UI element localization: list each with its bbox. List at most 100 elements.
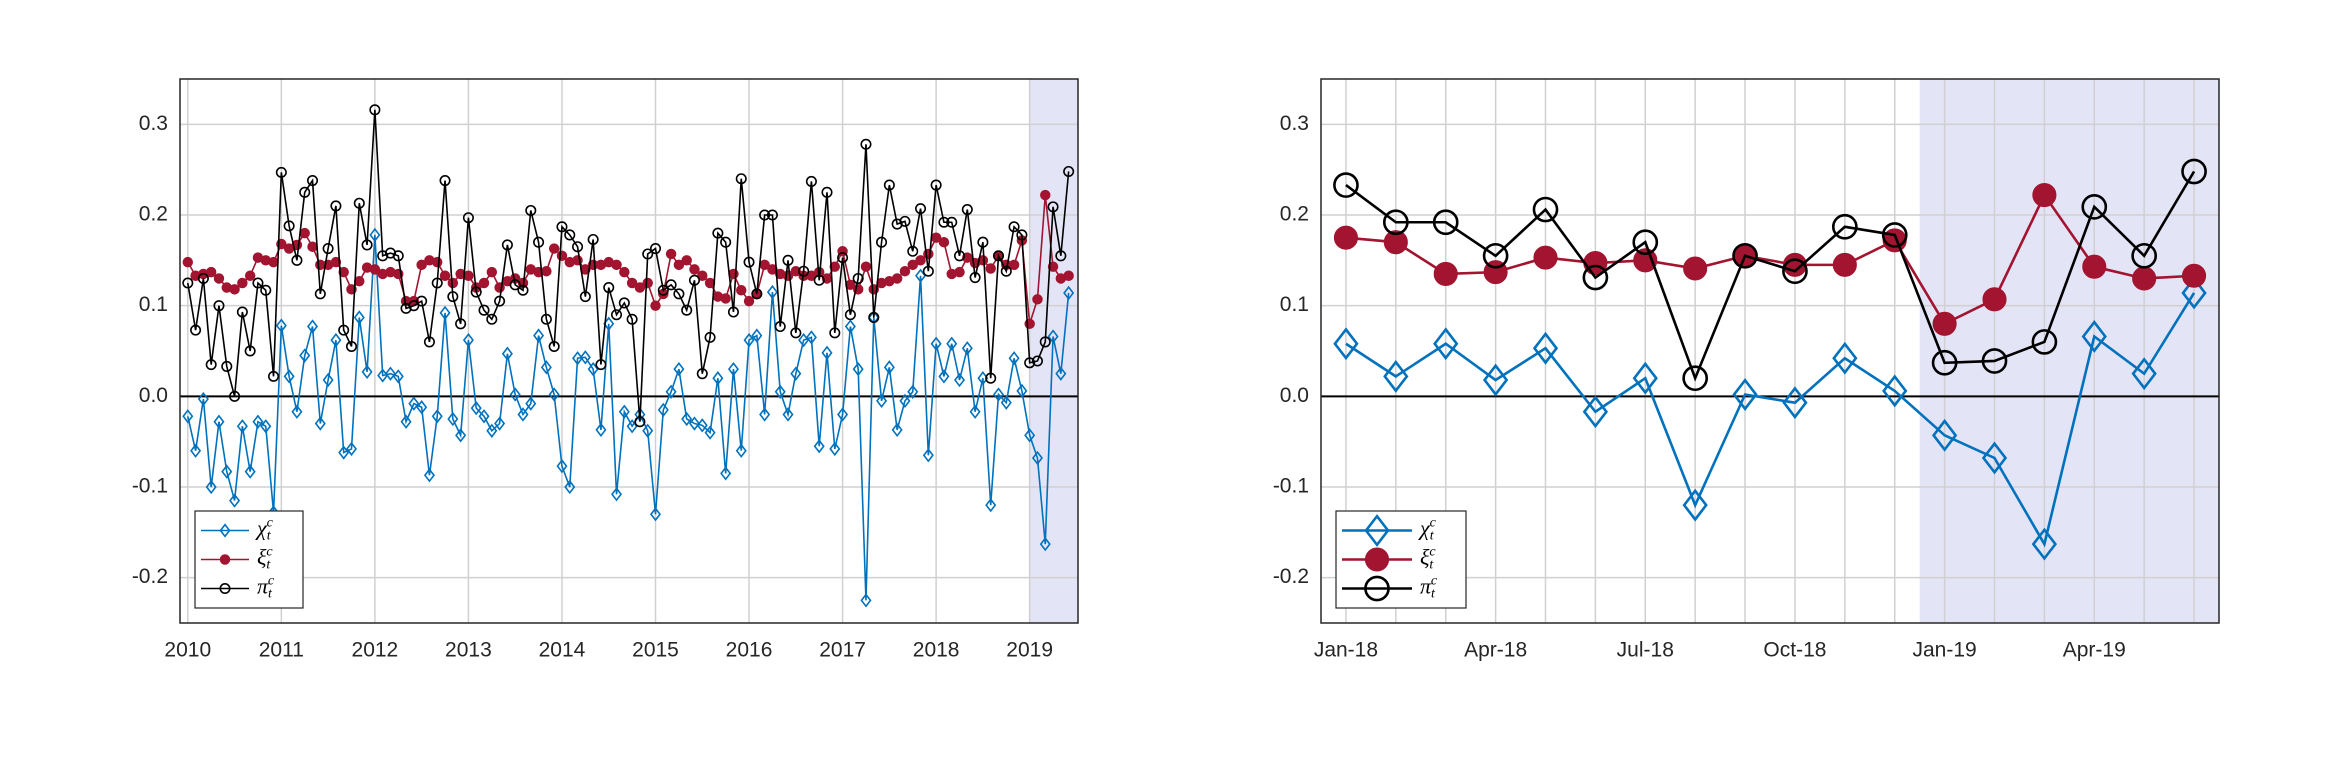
marker [1482, 242, 1509, 269]
marker [1364, 547, 1390, 572]
marker [1063, 165, 1075, 178]
marker [946, 216, 958, 228]
marker [673, 259, 685, 271]
marker [2132, 266, 2157, 291]
marker [579, 350, 591, 365]
marker [1031, 355, 1043, 367]
marker [876, 393, 888, 409]
marker [766, 284, 778, 300]
marker [649, 507, 662, 522]
marker [1832, 341, 1858, 375]
marker [1364, 575, 1390, 602]
marker [1024, 428, 1036, 443]
marker [353, 310, 365, 325]
marker [322, 243, 334, 255]
marker [470, 400, 482, 416]
marker [1031, 450, 1043, 466]
series-line [187, 109, 1070, 422]
marker [236, 419, 248, 434]
marker [1782, 258, 1808, 285]
marker [743, 332, 755, 348]
marker [330, 256, 342, 268]
marker [759, 209, 771, 221]
marker [891, 422, 903, 438]
marker [182, 256, 194, 268]
marker [314, 416, 326, 431]
marker [478, 409, 490, 424]
marker [369, 264, 381, 275]
x-tick-label: 2011 [259, 639, 304, 662]
marker [735, 173, 747, 185]
marker [1055, 366, 1067, 381]
marker [1832, 252, 1857, 277]
marker [361, 239, 373, 251]
marker [619, 266, 630, 278]
marker [953, 250, 966, 262]
marker [720, 293, 731, 304]
y-tick-label: 0.2 [1280, 203, 1309, 226]
marker [190, 324, 202, 336]
marker [509, 387, 521, 402]
series-line [1345, 170, 2196, 382]
marker [219, 523, 231, 538]
marker [829, 261, 841, 272]
axes-box [1320, 78, 2220, 624]
marker [751, 288, 763, 300]
marker [985, 497, 997, 513]
marker [291, 254, 303, 266]
marker [1047, 329, 1059, 344]
marker [673, 361, 685, 377]
marker [299, 227, 310, 239]
marker [805, 175, 817, 187]
marker [213, 300, 225, 312]
y-tick-label: -0.1 [1273, 475, 1309, 498]
marker [377, 250, 389, 262]
marker [260, 284, 272, 296]
marker [1682, 488, 1708, 522]
marker [774, 320, 786, 333]
marker [743, 256, 755, 268]
marker [860, 138, 872, 150]
marker [252, 414, 264, 429]
marker [221, 360, 233, 372]
marker [361, 364, 373, 380]
marker [961, 204, 973, 216]
marker [392, 369, 404, 384]
marker [369, 227, 381, 243]
marker [696, 418, 708, 433]
marker [829, 327, 841, 339]
marker [494, 295, 506, 307]
marker [283, 369, 295, 384]
marker [1982, 287, 2007, 312]
marker [1482, 363, 1509, 397]
marker [618, 297, 630, 309]
marker [501, 239, 513, 251]
marker [564, 229, 576, 241]
marker [540, 360, 552, 375]
marker [2131, 242, 2158, 269]
marker [2131, 357, 2157, 391]
marker [681, 304, 693, 316]
y-tick-label: -0.1 [132, 475, 168, 498]
marker [774, 384, 786, 399]
marker [868, 310, 880, 325]
marker [190, 443, 202, 458]
marker [1008, 221, 1020, 233]
marker [720, 236, 732, 248]
y-tick-label: 0.2 [139, 203, 168, 226]
marker [1882, 374, 1908, 408]
marker [1632, 229, 1659, 256]
marker [556, 250, 568, 262]
marker [735, 443, 747, 458]
marker [579, 291, 591, 303]
marker [478, 304, 490, 316]
marker [1881, 222, 1908, 248]
marker [431, 409, 443, 424]
marker [219, 554, 231, 565]
marker [322, 372, 334, 388]
x-tick-label: 2018 [913, 639, 960, 662]
marker [946, 336, 958, 351]
marker [338, 324, 350, 336]
marker [844, 309, 856, 321]
highlight-region [1919, 79, 2219, 623]
